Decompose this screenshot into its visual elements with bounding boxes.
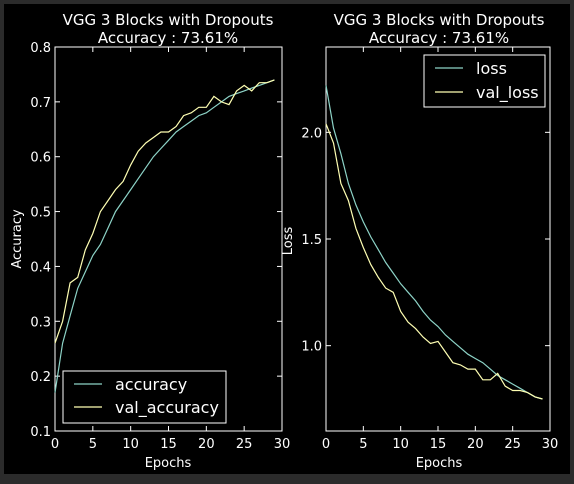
loss-x-axis-label: Epochs <box>416 456 463 471</box>
accuracy-chart-title: VGG 3 Blocks with Dropouts <box>63 11 274 29</box>
loss-x-tick-label: 0 <box>322 437 330 452</box>
accuracy-series-line-val-accuracy <box>54 79 275 344</box>
accuracy-legend-label-val-accuracy: val_accuracy <box>115 398 219 418</box>
loss-y-tick-label: 1.0 <box>301 340 322 355</box>
accuracy-x-tick-label: 30 <box>274 437 291 452</box>
accuracy-x-tick-label: 15 <box>160 437 177 452</box>
loss-plot-area <box>325 46 551 432</box>
accuracy-plot-area <box>54 46 283 432</box>
loss-series-line-val-loss <box>325 123 543 400</box>
loss-y-tick-label: 1.5 <box>301 233 322 248</box>
accuracy-legend-box <box>62 370 227 424</box>
loss-y-tick-label: 2.0 <box>301 126 322 141</box>
accuracy-x-tick-label: 10 <box>122 437 139 452</box>
accuracy-x-tick-label: 0 <box>51 437 59 452</box>
accuracy-series <box>54 79 275 393</box>
accuracy-y-axis-label: Accuracy <box>10 209 25 269</box>
accuracy-x-tick-label: 25 <box>236 437 253 452</box>
accuracy-chart: VGG 3 Blocks with Dropouts Accuracy : 73… <box>10 11 290 471</box>
loss-legend: loss val_loss <box>423 54 546 108</box>
accuracy-y-tick-label: 0.2 <box>30 370 51 385</box>
loss-legend-label-loss: loss <box>476 59 507 78</box>
loss-x-tick-label: 5 <box>359 437 367 452</box>
accuracy-y-tick-label: 0.7 <box>30 96 51 111</box>
loss-x-tick-label: 20 <box>467 437 484 452</box>
accuracy-ticks: 0 5 10 15 20 25 30 0.1 0.2 0.3 0.4 0.5 0.6 0.7 0.8 <box>30 41 290 452</box>
accuracy-y-tick-label: 0.8 <box>30 41 51 56</box>
accuracy-y-tick-label: 0.4 <box>30 260 51 275</box>
accuracy-y-tick-label: 0.3 <box>30 315 51 330</box>
accuracy-x-tick-label: 20 <box>198 437 215 452</box>
loss-chart-subtitle: Accuracy : 73.61% <box>369 29 509 47</box>
loss-y-axis-label: Loss <box>281 227 296 256</box>
loss-series <box>325 85 543 400</box>
loss-chart-title: VGG 3 Blocks with Dropouts <box>334 11 545 29</box>
accuracy-x-tick-label: 5 <box>89 437 97 452</box>
accuracy-y-tick-label: 0.1 <box>30 425 51 440</box>
accuracy-chart-subtitle: Accuracy : 73.61% <box>98 29 238 47</box>
accuracy-legend: accuracy val_accuracy <box>62 370 227 424</box>
accuracy-series-line-accuracy <box>54 79 275 393</box>
loss-ticks: 0 5 10 15 20 25 30 1.0 1.5 2.0 <box>301 47 558 452</box>
accuracy-x-axis-label: Epochs <box>145 456 192 471</box>
loss-x-tick-label: 25 <box>504 437 521 452</box>
loss-x-tick-label: 15 <box>430 437 447 452</box>
loss-series-line-loss <box>325 85 543 400</box>
loss-x-tick-label: 10 <box>392 437 409 452</box>
loss-legend-label-val-loss: val_loss <box>476 83 539 103</box>
loss-legend-box <box>423 54 546 108</box>
accuracy-legend-label-accuracy: accuracy <box>115 375 187 394</box>
accuracy-y-tick-label: 0.6 <box>30 151 51 166</box>
accuracy-y-tick-label: 0.5 <box>30 206 51 221</box>
loss-chart: VGG 3 Blocks with Dropouts Accuracy : 73… <box>281 11 558 471</box>
loss-x-tick-label: 30 <box>542 437 559 452</box>
